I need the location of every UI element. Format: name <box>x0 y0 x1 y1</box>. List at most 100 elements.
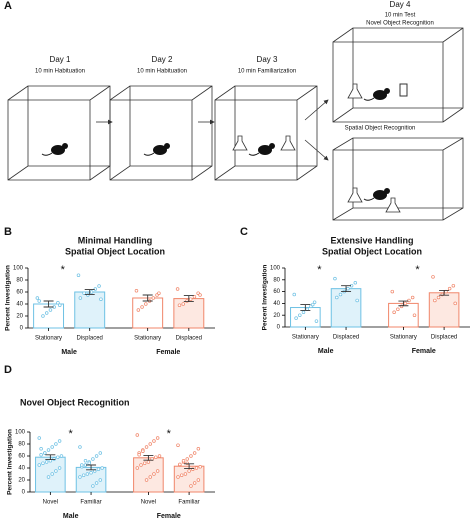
data-point <box>148 442 153 446</box>
y-tick-label: 40 <box>273 301 280 307</box>
chart-subtitle: Spatial Object Location <box>65 246 165 256</box>
error-bar <box>142 294 153 302</box>
data-point <box>46 475 51 479</box>
data-point <box>78 445 82 449</box>
day-title: Day 3 <box>257 55 278 64</box>
object <box>399 83 408 97</box>
y-axis-label: Percent Investigation <box>5 265 12 331</box>
data-point <box>314 319 319 323</box>
data-point <box>41 314 45 318</box>
data-point <box>135 433 140 437</box>
cage <box>332 137 464 221</box>
significance-star: * <box>415 264 420 276</box>
arrow <box>304 99 329 121</box>
day-subtitle: 10 min Familiarization <box>238 69 296 75</box>
data-point <box>54 442 58 446</box>
y-tick-label: 20 <box>273 313 280 319</box>
data-point <box>144 445 149 449</box>
data-point <box>188 297 193 301</box>
data-point <box>353 281 358 285</box>
error-bar <box>300 304 311 311</box>
panel-label: B <box>4 226 12 238</box>
y-tick-label: 0 <box>22 490 26 496</box>
data-point <box>152 472 156 476</box>
data-point <box>176 443 180 447</box>
data-point <box>89 471 93 475</box>
cage <box>7 85 111 181</box>
data-point <box>141 449 145 453</box>
data-point <box>87 461 91 465</box>
data-point <box>142 461 147 465</box>
object <box>385 197 401 213</box>
data-point <box>187 469 191 473</box>
data-point <box>98 478 103 482</box>
mouse <box>373 90 387 100</box>
y-tick-label: 60 <box>16 290 23 296</box>
test-name: Spatial Object Recognition <box>345 126 416 132</box>
data-point <box>185 457 190 461</box>
significance-star: * <box>61 264 66 276</box>
data-point <box>39 453 43 457</box>
data-point <box>96 467 101 471</box>
y-tick-label: 60 <box>273 289 280 295</box>
chart-title: Extensive Handling <box>330 235 413 245</box>
day-subtitle: 10 min Test <box>385 13 416 19</box>
data-point <box>139 463 143 467</box>
day-title: Day 1 <box>50 55 71 64</box>
data-point <box>144 302 148 306</box>
error-bar <box>84 289 95 295</box>
panel-label: C <box>240 226 248 238</box>
y-axis-label: Percent Investigation <box>7 429 14 495</box>
data-point <box>148 475 153 479</box>
data-point <box>196 478 201 482</box>
data-point <box>179 473 184 477</box>
data-point <box>298 313 302 317</box>
data-point <box>346 286 350 291</box>
data-point <box>178 462 182 467</box>
data-point <box>78 475 82 479</box>
data-point <box>176 475 180 479</box>
data-point <box>451 283 456 288</box>
data-point <box>155 436 160 440</box>
data-point <box>183 472 188 476</box>
data-point <box>301 310 306 315</box>
data-point <box>83 459 88 463</box>
data-point <box>50 445 54 449</box>
data-point <box>37 463 41 467</box>
y-tick-label: 80 <box>16 278 23 284</box>
data-point <box>312 300 317 304</box>
data-point <box>39 447 43 451</box>
y-tick-label: 40 <box>16 302 23 308</box>
data-point <box>412 313 417 317</box>
x-tick-label: Novel <box>43 500 58 506</box>
y-tick-label: 100 <box>13 266 24 272</box>
x-tick-label: Stationary <box>134 336 161 342</box>
data-point <box>189 484 193 488</box>
mouse-tail <box>41 152 53 156</box>
data-point <box>94 454 99 458</box>
data-point <box>144 478 149 482</box>
x-tick-label: Familiar <box>80 500 101 506</box>
data-point <box>57 439 62 443</box>
object <box>347 187 363 203</box>
data-point <box>157 291 161 295</box>
x-tick-label: Displaced <box>77 336 103 342</box>
error-bar <box>341 285 352 293</box>
data-point <box>56 301 60 305</box>
x-tick-label: Familiar <box>178 500 199 506</box>
data-point <box>403 301 408 306</box>
mouse-head <box>62 143 68 149</box>
cage <box>214 85 318 181</box>
data-point <box>41 461 45 465</box>
significance-star: * <box>167 428 172 440</box>
error-bar <box>184 463 195 470</box>
significance-star: * <box>317 264 322 276</box>
bar <box>33 303 65 329</box>
y-tick-label: 100 <box>270 266 281 272</box>
data-point <box>140 305 144 309</box>
data-point <box>181 459 186 463</box>
mouse <box>373 190 387 200</box>
error-bar <box>398 300 409 307</box>
data-point <box>311 302 315 307</box>
